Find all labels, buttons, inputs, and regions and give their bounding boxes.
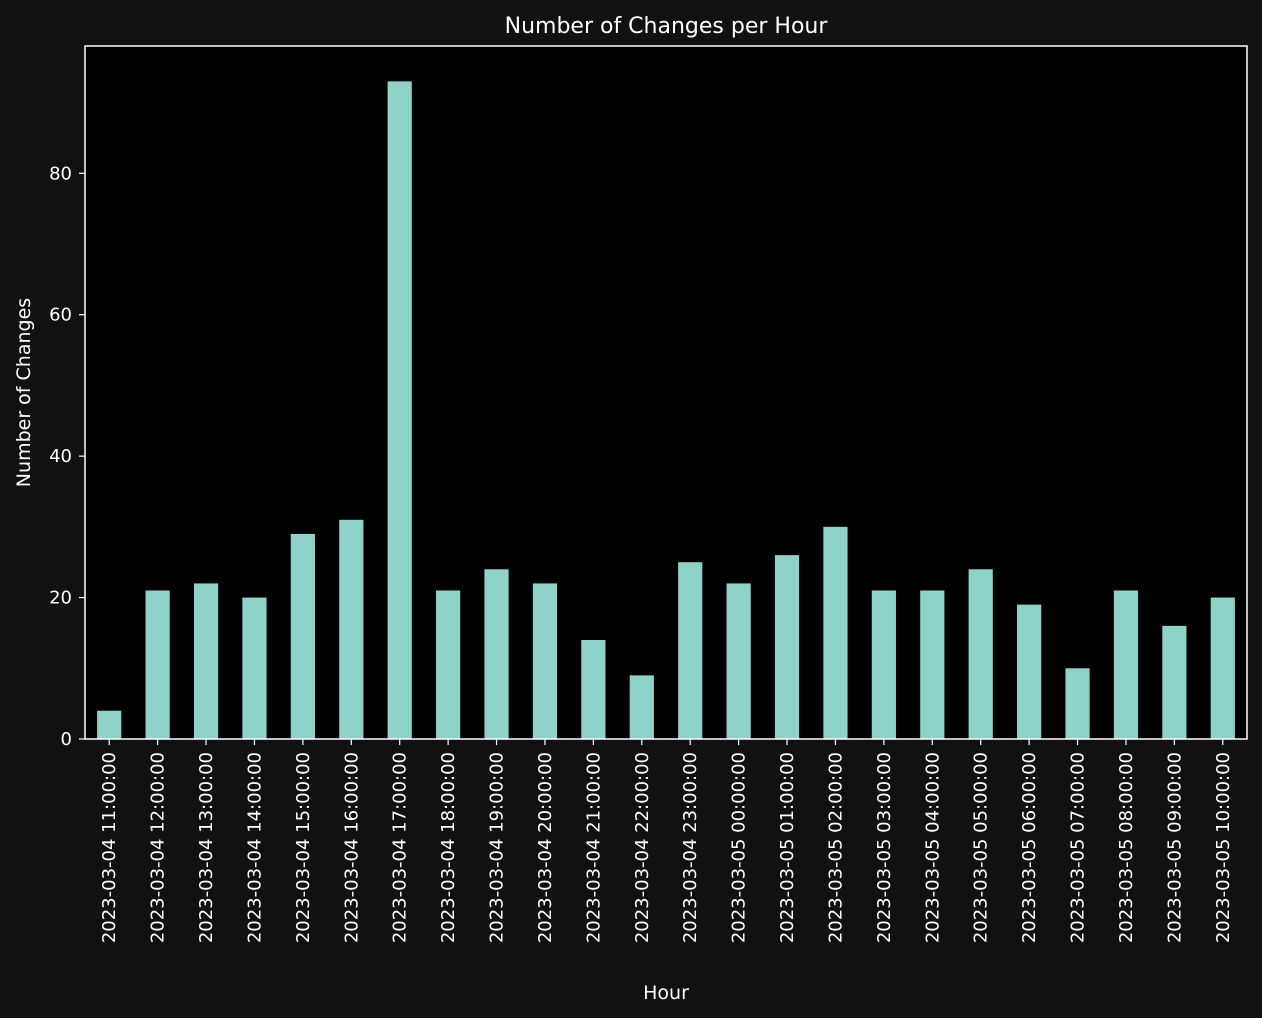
y-tick-label: 60 [49, 305, 72, 326]
bar-13 [726, 583, 751, 739]
plot-frame [84, 45, 1248, 740]
bar-22 [1162, 625, 1187, 739]
bar-20 [1065, 668, 1090, 739]
x-axis-label: Hour [643, 982, 689, 1004]
x-tick-label: 2023-03-04 18:00:00 [438, 752, 459, 943]
x-tick-label: 2023-03-05 10:00:00 [1213, 752, 1234, 943]
x-tick-label: 2023-03-04 19:00:00 [487, 752, 508, 943]
bar-6 [387, 81, 412, 740]
x-tick-label: 2023-03-04 14:00:00 [244, 752, 265, 943]
x-tick-label: 2023-03-05 02:00:00 [825, 752, 846, 943]
x-tick-label: 2023-03-05 05:00:00 [971, 752, 992, 943]
bar-8 [484, 569, 509, 739]
x-tick-label: 2023-03-04 20:00:00 [535, 752, 556, 943]
y-tick-label: 20 [49, 588, 72, 609]
bar-10 [581, 640, 606, 739]
bar-21 [1113, 590, 1139, 739]
y-axis-label: Number of Changes [13, 298, 35, 487]
y-axis-ticks: 0 20 40 60 80 [49, 163, 85, 750]
x-axis-ticks: 2023-03-04 11:00:00 2023-03-04 12:00:00 20… [99, 739, 1234, 943]
x-tick-label: 2023-03-04 17:00:00 [390, 752, 411, 943]
plot-area [85, 46, 1247, 739]
x-tick-label: 2023-03-05 04:00:00 [922, 752, 943, 943]
y-tick-label: 80 [49, 163, 72, 184]
x-tick-label: 2023-03-04 12:00:00 [148, 752, 169, 943]
x-tick-label: 2023-03-04 15:00:00 [293, 752, 314, 943]
bars-group [97, 81, 1235, 740]
x-tick-label: 2023-03-05 00:00:00 [729, 752, 750, 943]
bar-7 [436, 590, 461, 739]
bar-1 [145, 590, 170, 739]
x-tick-label: 2023-03-04 21:00:00 [583, 752, 604, 943]
chart-title: Number of Changes per Hour [505, 14, 829, 39]
bar-2 [193, 583, 219, 739]
y-tick-label: 0 [61, 729, 72, 750]
x-tick-label: 2023-03-05 01:00:00 [777, 752, 798, 943]
bar-16 [871, 590, 896, 739]
bar-12 [678, 562, 703, 739]
bar-11 [629, 675, 654, 739]
bar-18 [968, 569, 993, 739]
bar-17 [920, 590, 945, 739]
y-tick-label: 40 [49, 446, 72, 467]
bar-19 [1017, 604, 1042, 739]
x-tick-label: 2023-03-05 03:00:00 [874, 752, 895, 943]
x-tick-label: 2023-03-04 16:00:00 [341, 752, 362, 943]
bar-15 [823, 526, 848, 739]
bar-14 [774, 555, 800, 739]
bar-23 [1210, 597, 1235, 739]
bar-0 [97, 710, 122, 739]
bar-4 [290, 533, 315, 739]
bar-5 [339, 519, 364, 739]
x-tick-label: 2023-03-04 11:00:00 [99, 752, 120, 943]
bar-3 [242, 597, 267, 739]
x-tick-label: 2023-03-05 09:00:00 [1164, 752, 1185, 943]
bar-9 [532, 583, 558, 739]
x-tick-label: 2023-03-05 07:00:00 [1068, 752, 1089, 943]
x-tick-label: 2023-03-04 13:00:00 [196, 752, 217, 943]
x-tick-label: 2023-03-05 06:00:00 [1019, 752, 1040, 943]
x-tick-label: 2023-03-04 22:00:00 [632, 752, 653, 943]
x-tick-label: 2023-03-05 08:00:00 [1116, 752, 1137, 943]
x-tick-label: 2023-03-04 23:00:00 [680, 752, 701, 943]
